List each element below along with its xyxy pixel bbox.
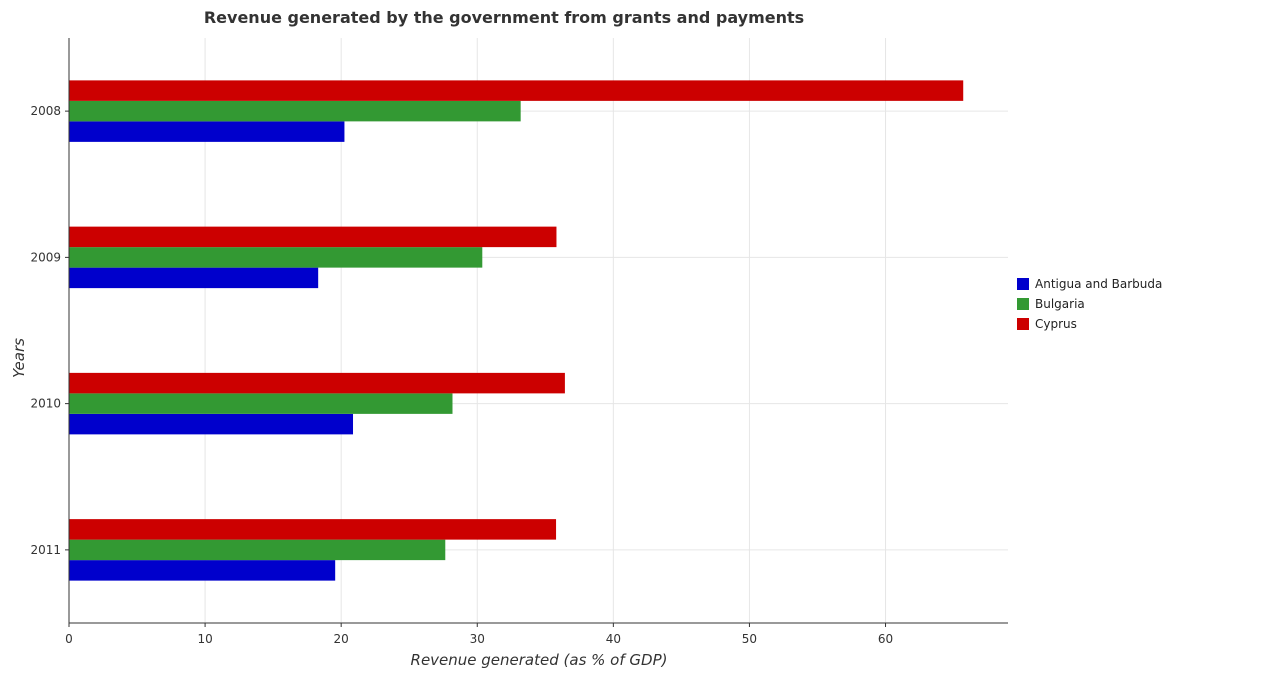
bar-antigua-and-barbuda-2009 bbox=[69, 267, 319, 289]
bar-antigua-and-barbuda-2011 bbox=[69, 560, 336, 581]
x-tick-label: 10 bbox=[197, 632, 212, 646]
x-axis-label: Revenue generated (as % of GDP) bbox=[411, 651, 668, 669]
bar-antigua-and-barbuda-2008 bbox=[69, 121, 345, 142]
legend-label: Bulgaria bbox=[1035, 297, 1085, 311]
legend-label: Cyprus bbox=[1035, 317, 1077, 331]
bars bbox=[69, 80, 964, 581]
bar-cyprus-2008 bbox=[69, 80, 964, 101]
x-tick-label: 60 bbox=[878, 632, 893, 646]
y-axis-label: Years bbox=[10, 338, 28, 378]
y-tick-label: 2009 bbox=[30, 250, 61, 264]
x-tick-label: 50 bbox=[742, 632, 757, 646]
bar-cyprus-2011 bbox=[69, 519, 557, 540]
legend: Antigua and Barbuda Bulgaria Cyprus bbox=[1017, 277, 1162, 331]
chart-title: Revenue generated by the government from… bbox=[203, 8, 805, 27]
y-tick-label: 2010 bbox=[30, 397, 61, 411]
y-tick-label: 2011 bbox=[30, 543, 61, 557]
bar-bulgaria-2009 bbox=[69, 247, 483, 268]
x-tick-label: 0 bbox=[65, 632, 73, 646]
bar-bulgaria-2011 bbox=[69, 539, 446, 561]
bar-bulgaria-2008 bbox=[69, 100, 521, 122]
legend-swatch bbox=[1017, 318, 1029, 330]
x-tick-label: 20 bbox=[334, 632, 349, 646]
legend-swatch bbox=[1017, 278, 1029, 290]
legend-swatch bbox=[1017, 298, 1029, 310]
legend-label: Antigua and Barbuda bbox=[1035, 277, 1162, 291]
bar-antigua-and-barbuda-2010 bbox=[69, 413, 354, 435]
x-tick-label: 30 bbox=[470, 632, 485, 646]
axes: 0 10 20 30 40 50 60 2008 2009 2010 2011 bbox=[30, 38, 1008, 646]
bar-cyprus-2010 bbox=[69, 372, 565, 394]
bar-cyprus-2009 bbox=[69, 226, 557, 248]
x-tick-label: 40 bbox=[606, 632, 621, 646]
bar-bulgaria-2010 bbox=[69, 393, 453, 414]
y-tick-label: 2008 bbox=[30, 104, 61, 118]
